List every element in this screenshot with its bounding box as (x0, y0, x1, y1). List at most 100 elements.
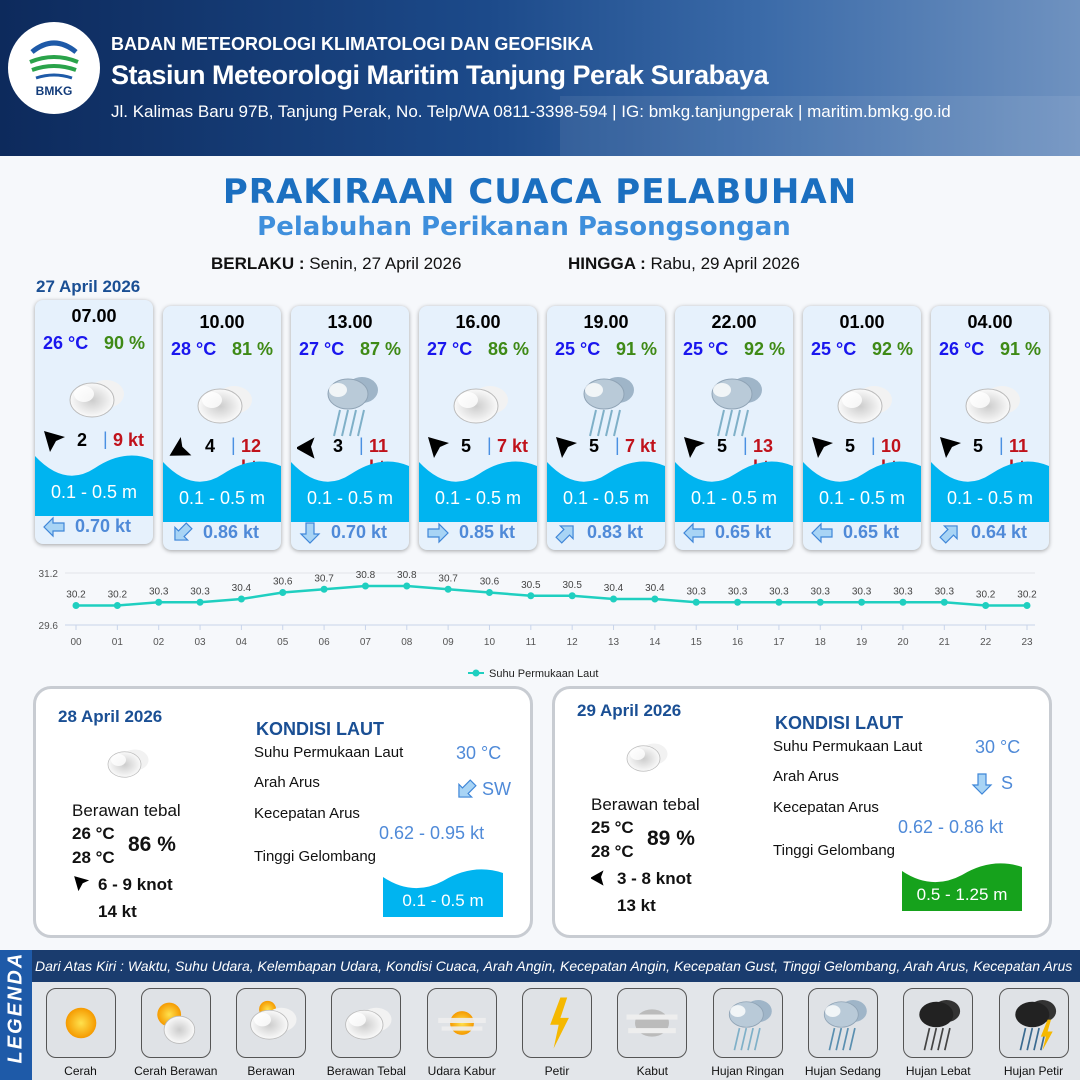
hujan-ringan-icon (566, 364, 646, 444)
legend-item-label: Berawan (247, 1064, 295, 1078)
temp-min: 26 °C (72, 824, 115, 843)
data-point (982, 602, 990, 609)
forecast-time: 10.00 (199, 312, 245, 332)
wind-speed: 6 - 9 knot (98, 875, 173, 894)
hujan-lebat-icon (903, 988, 974, 1058)
cerah-berawan-icon (140, 988, 211, 1058)
x-tick-label: 08 (401, 637, 413, 648)
data-label: 30.8 (356, 570, 376, 581)
wave-height-label: Tinggi Gelombang (254, 848, 377, 865)
sst-label: Suhu Permukaan Laut (773, 738, 923, 755)
valid-to-label: HINGGA : (568, 254, 646, 273)
panel-date: 29 April 2026 (577, 701, 682, 720)
forecast-time: 01.00 (839, 312, 885, 332)
legend-item: Cerah (33, 988, 128, 1078)
legend-item-label: Hujan Petir (1003, 1064, 1064, 1078)
current-direction-icon (453, 777, 479, 808)
x-tick-label: 06 (319, 637, 331, 648)
current-direction-icon (969, 771, 995, 802)
data-point (610, 595, 618, 603)
day2-panel: 28 April 2026 Berawan tebal 26 °C 28 °C … (33, 686, 533, 938)
x-tick-label: 22 (980, 637, 992, 648)
data-point (940, 598, 948, 606)
valid-from-value: Senin, 27 April 2026 (309, 254, 462, 273)
wave-height: 0.1 - 0.5 m (690, 488, 778, 508)
sst-line (76, 584, 1027, 607)
panel-date: 28 April 2026 (58, 707, 163, 726)
x-tick-label: 18 (815, 637, 827, 648)
sea-condition-title: KONDISI LAUT (256, 719, 384, 739)
wave-height: 0.1 - 0.5 m (306, 488, 394, 508)
forecast-card: 16.00 27 °C 86 % 5 | 7 kt 0.1 - 0.5 m 0.8… (419, 306, 537, 550)
humidity: 81 % (231, 339, 273, 359)
data-point (361, 582, 369, 590)
data-label: 30.3 (893, 586, 913, 597)
valid-to: HINGGA : Rabu, 29 April 2026 (568, 254, 800, 274)
data-point (237, 595, 245, 603)
forecast-card: 07.00 26 °C 90 % 2 | 9 kt 0.1 - 0.5 m 0.7… (35, 300, 153, 544)
legend-item-label: Cerah (64, 1064, 97, 1078)
current-speed: 0.64 kt (971, 522, 1028, 542)
wave-shape (803, 461, 921, 522)
temp-min: 25 °C (591, 818, 634, 837)
data-point (113, 602, 121, 609)
data-point (1023, 602, 1031, 609)
wave-height: 0.1 - 0.5 m (434, 488, 522, 508)
legend-caption: Dari Atas Kiri : Waktu, Suhu Udara, Kele… (32, 950, 1080, 982)
air-temperature: 25 °C (811, 339, 857, 359)
gust-speed: 13 kt (617, 896, 656, 915)
legend-item: Cerah Berawan (128, 988, 223, 1078)
humidity: 89 % (647, 827, 695, 850)
wave-shape (547, 461, 665, 522)
wave-shape (383, 869, 503, 917)
x-tick-label: 17 (773, 637, 785, 648)
bmkg-logo: BMKG (8, 22, 100, 114)
current-direction-label: Arah Arus (254, 774, 320, 791)
valid-from: BERLAKU : Senin, 27 April 2026 (211, 254, 461, 274)
data-label: 30.3 (190, 586, 210, 597)
wave-height: 0.1 - 0.5 m (562, 488, 650, 508)
data-label: 30.6 (273, 577, 293, 588)
wind-speed: 5 (717, 436, 728, 456)
x-tick-label: 16 (732, 637, 744, 648)
berawan-tebal-icon (91, 733, 161, 793)
petir-icon (522, 988, 592, 1058)
data-label: 30.5 (562, 580, 582, 591)
data-label: 30.3 (935, 586, 955, 597)
data-point (196, 598, 204, 606)
data-label: 30.3 (686, 586, 706, 597)
legend-item-label: Hujan Sedang (804, 1064, 881, 1078)
hujan-petir-icon (998, 988, 1069, 1058)
gust-speed: 14 kt (98, 902, 137, 921)
forecast-card: 01.00 25 °C 92 % 5| 10 kt 0.1 - 0.5 m 0.… (803, 306, 921, 550)
berawan-tebal-icon (822, 364, 902, 444)
data-point (72, 602, 80, 609)
current-speed: 0.70 kt (75, 516, 132, 536)
humidity: 91 % (615, 339, 657, 359)
data-label: 30.7 (438, 573, 458, 584)
logo-text: BMKG (35, 84, 73, 98)
gust-speed: 9 kt (113, 430, 145, 450)
humidity: 91 % (999, 339, 1041, 359)
forecast-time: 22.00 (711, 312, 757, 332)
day1-date: 27 April 2026 (36, 277, 141, 296)
humidity: 92 % (871, 339, 913, 359)
legend-item-label: Petir (544, 1064, 570, 1078)
legend-item: Hujan Sedang (795, 988, 890, 1078)
current-speed: 0.62 - 0.95 kt (379, 823, 485, 843)
berawan-tebal-icon (438, 364, 518, 444)
data-point (651, 595, 659, 603)
current-speed: 0.85 kt (459, 522, 516, 542)
humidity: 86 % (487, 339, 529, 359)
berawan-icon (236, 988, 307, 1058)
data-point (692, 598, 700, 606)
wind-speed: 5 (461, 436, 472, 456)
x-tick-label: 05 (277, 637, 289, 648)
current-direction: S (1001, 773, 1014, 793)
wave-shape (419, 461, 537, 522)
forecast-time: 07.00 (71, 306, 117, 326)
data-label: 30.2 (108, 590, 128, 601)
cerah-icon (45, 988, 116, 1058)
data-label: 30.4 (604, 583, 624, 594)
current-speed-label: Kecepatan Arus (254, 805, 360, 822)
